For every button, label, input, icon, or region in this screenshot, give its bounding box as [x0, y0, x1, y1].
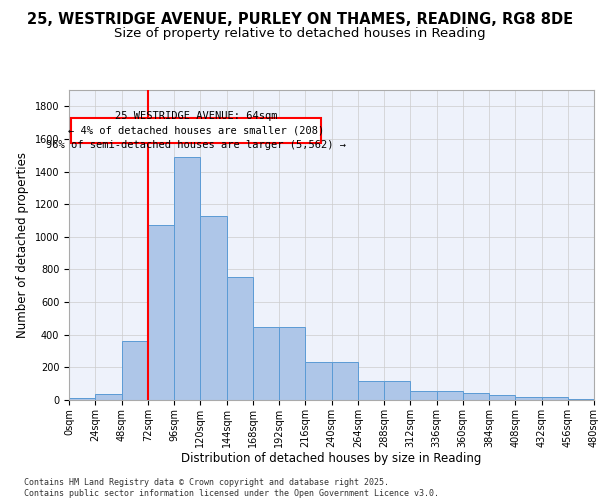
Bar [331, 362, 358, 400]
Bar [95, 394, 121, 400]
Bar [174, 157, 200, 400]
Bar [279, 328, 305, 400]
Bar [384, 381, 410, 400]
X-axis label: Distribution of detached houses by size in Reading: Distribution of detached houses by size … [181, 452, 482, 466]
Bar [69, 398, 95, 400]
Bar [437, 391, 463, 400]
Bar [463, 392, 489, 400]
Bar [253, 328, 279, 400]
Bar [227, 277, 253, 400]
Text: Size of property relative to detached houses in Reading: Size of property relative to detached ho… [114, 28, 486, 40]
Bar [515, 396, 542, 400]
Y-axis label: Number of detached properties: Number of detached properties [16, 152, 29, 338]
Bar [568, 399, 594, 400]
Bar [489, 395, 515, 400]
Text: Contains HM Land Registry data © Crown copyright and database right 2025.
Contai: Contains HM Land Registry data © Crown c… [24, 478, 439, 498]
Bar [358, 381, 384, 400]
Bar [121, 342, 148, 400]
Text: 25, WESTRIDGE AVENUE, PURLEY ON THAMES, READING, RG8 8DE: 25, WESTRIDGE AVENUE, PURLEY ON THAMES, … [27, 12, 573, 28]
Bar [148, 224, 174, 400]
Bar [410, 391, 437, 400]
Bar [200, 216, 227, 400]
FancyBboxPatch shape [71, 118, 320, 143]
Text: 25 WESTRIDGE AVENUE: 64sqm
← 4% of detached houses are smaller (208)
96% of semi: 25 WESTRIDGE AVENUE: 64sqm ← 4% of detac… [46, 110, 346, 150]
Bar [542, 396, 568, 400]
Bar [305, 362, 331, 400]
